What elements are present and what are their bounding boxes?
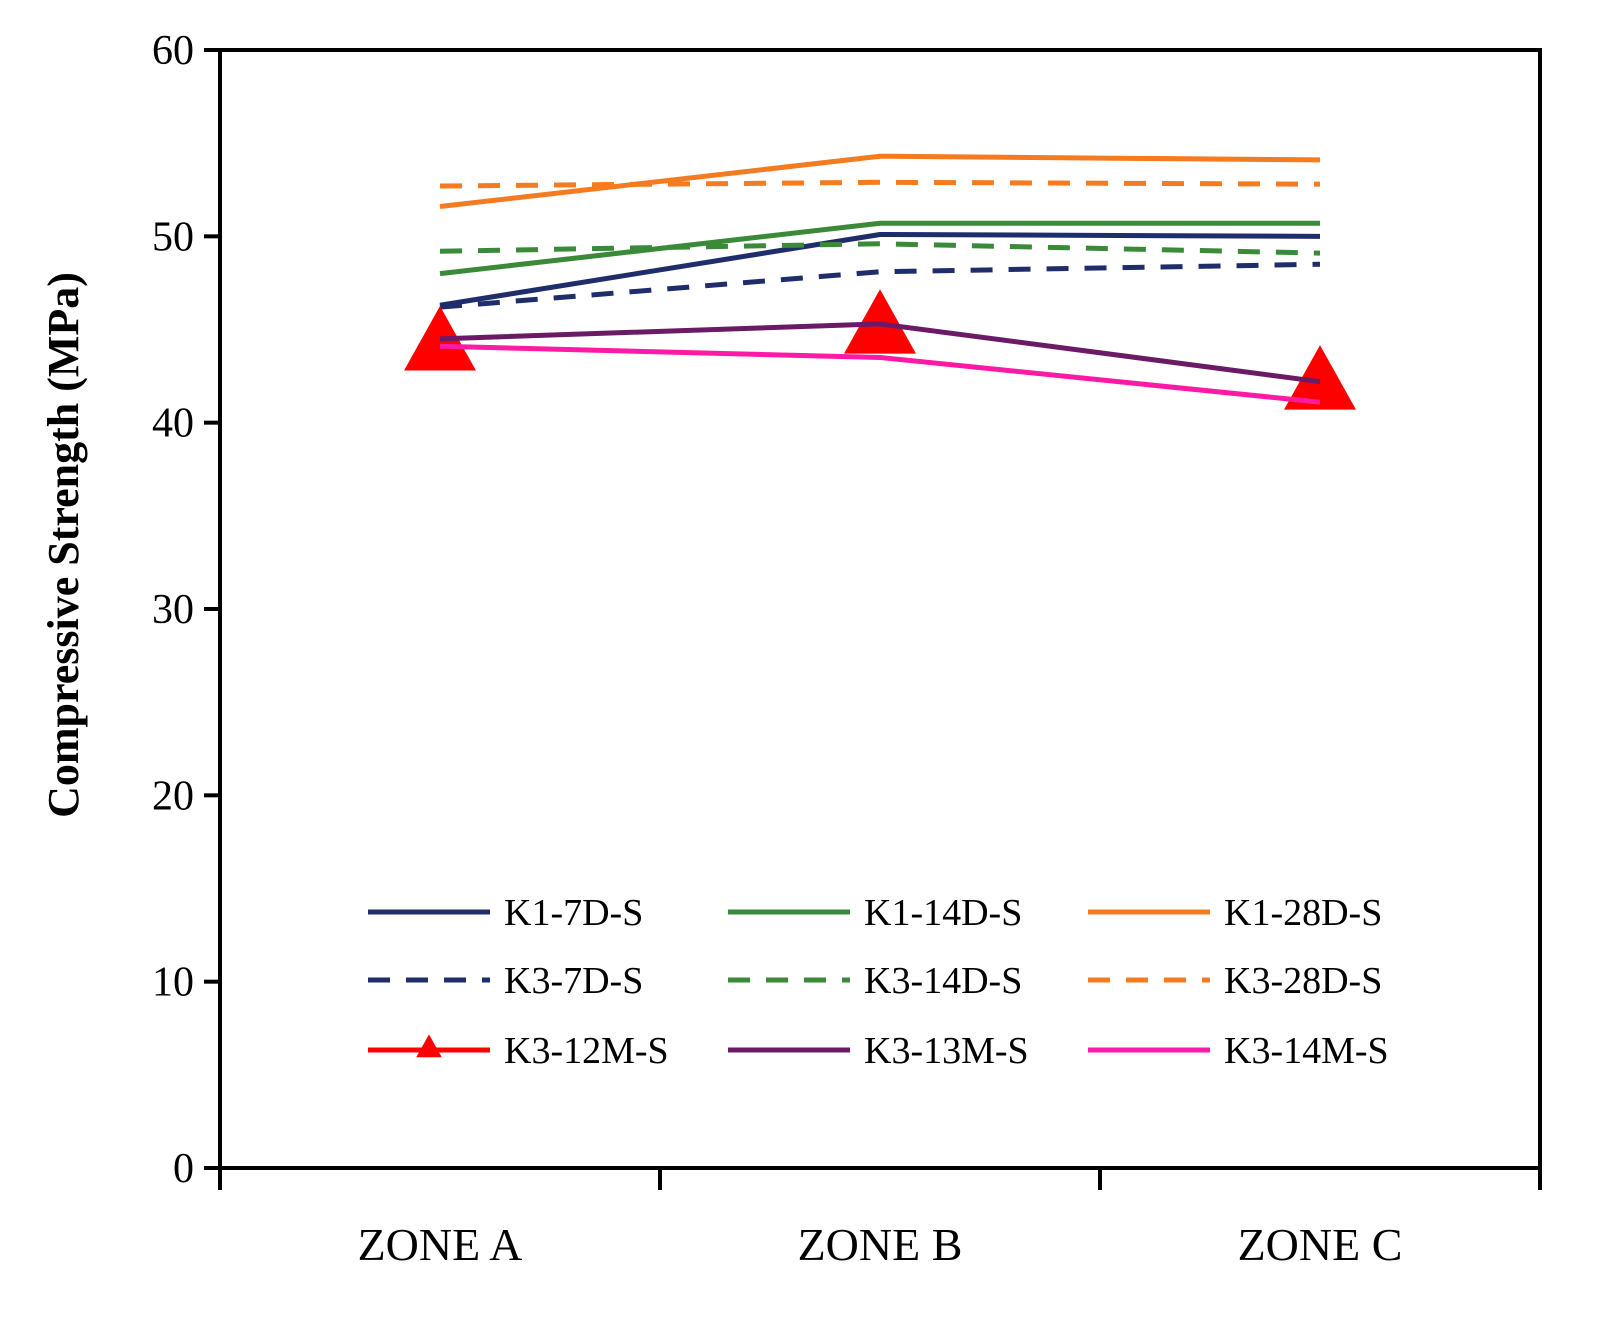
x-tick-label: ZONE C [1238,1219,1403,1270]
legend-label: K1-7D-S [504,892,643,934]
legend-item: K1-7D-S [368,892,643,934]
legend: K1-7D-S K1-14D-S K1-28D-S K3-7D-S K3-14D-S K3… [368,892,1389,1072]
series-K1-7D-S [439,231,1321,308]
legend-item: K3-28D-S [1088,960,1382,1002]
series-line [439,261,1321,310]
series-K3-14D-S [439,241,1321,256]
legend-marker [416,1034,442,1058]
legend-label: K3-13M-S [864,1030,1029,1072]
y-tick-label: 30 [152,587,194,633]
x-tick-label: ZONE A [358,1219,523,1270]
series-line [439,179,1321,189]
x-axis: ZONE A ZONE B ZONE C [218,1168,1542,1270]
data-point-marker [1284,345,1356,410]
series-line [439,343,1321,405]
y-tick-label: 40 [152,401,194,447]
legend-label: K3-14M-S [1224,1030,1389,1072]
series-K1-28D-S [439,153,1321,210]
series-K3-28D-S [439,179,1321,189]
y-tick-label: 50 [152,214,194,260]
legend-item: K3-12M-S [368,1030,669,1072]
legend-label: K3-14D-S [864,960,1022,1002]
legend-item: K3-14D-S [728,960,1022,1002]
y-tick-label: 60 [152,28,194,74]
legend-label: K3-28D-S [1224,960,1382,1002]
legend-label: K3-12M-S [504,1030,669,1072]
series-line [439,231,1321,308]
legend-label: K1-14D-S [864,892,1022,934]
y-axis-title: Compressive Strength (MPa) [39,272,88,818]
y-tick-label: 0 [173,1146,194,1192]
x-tick-label: ZONE B [798,1219,963,1270]
series-K3-7D-S [439,261,1321,310]
legend-item: K1-28D-S [1088,892,1382,934]
series-line [439,153,1321,210]
legend-item: K3-7D-S [368,960,643,1002]
legend-item: K1-14D-S [728,892,1022,934]
series-line [439,241,1321,256]
y-tick-label: 20 [152,773,194,819]
y-tick-label: 10 [152,960,194,1006]
y-axis: 0 10 20 30 40 50 60 [152,28,220,1192]
series-K3-13M-S [439,321,1321,385]
series-line [439,220,1320,277]
legend-label: K3-7D-S [504,960,643,1002]
legend-label: K1-28D-S [1224,892,1382,934]
legend-item: K3-14M-S [1088,1030,1389,1072]
series-K3-14M-S [439,343,1321,405]
series-layer [404,153,1356,410]
legend-item: K3-13M-S [728,1030,1029,1072]
series-line [439,321,1321,385]
series-K1-14D-S [439,220,1320,277]
